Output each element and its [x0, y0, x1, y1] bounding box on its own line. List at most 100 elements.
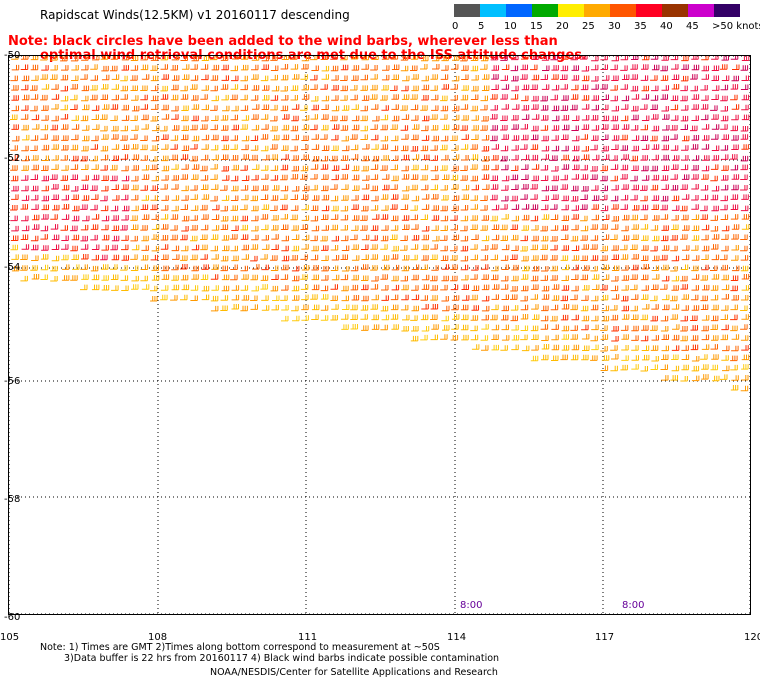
wind-barb	[381, 74, 390, 81]
wind-barb	[82, 215, 90, 222]
wind-barb	[21, 244, 30, 250]
wind-barb	[350, 144, 359, 151]
wind-barb	[301, 64, 309, 70]
wind-barb	[691, 104, 699, 110]
wind-barb	[301, 94, 310, 100]
wind-barb	[650, 315, 658, 322]
wind-barb	[511, 104, 520, 110]
wind-barb	[601, 134, 609, 140]
wind-barb	[550, 255, 558, 261]
wind-barb	[630, 194, 638, 201]
wind-barb	[190, 124, 198, 131]
wind-barb	[541, 154, 549, 160]
wind-barb	[471, 184, 479, 191]
wind-barb	[361, 254, 369, 260]
wind-barb	[500, 314, 509, 321]
wind-barb	[180, 85, 188, 92]
wind-barb	[500, 56, 508, 61]
wind-barb	[662, 125, 670, 131]
wind-barb	[601, 315, 610, 322]
wind-barb	[190, 254, 198, 261]
wind-barb	[30, 174, 38, 180]
wind-barb	[111, 155, 119, 161]
wind-barb	[701, 334, 710, 341]
wind-barb	[601, 355, 610, 361]
wind-barb	[430, 334, 438, 341]
wind-barb	[231, 304, 239, 310]
wind-barb	[240, 265, 248, 272]
wind-barb	[610, 234, 618, 240]
wind-barb	[291, 74, 300, 80]
wind-barb	[61, 275, 70, 281]
wind-barb	[610, 345, 618, 351]
wind-barb	[251, 185, 259, 192]
wind-barb	[451, 124, 460, 131]
wind-barb	[180, 245, 189, 252]
wind-barb	[660, 254, 668, 261]
wind-barb	[581, 95, 590, 101]
wind-barb	[690, 74, 698, 80]
wind-barb	[651, 284, 659, 290]
wind-barb	[661, 85, 669, 91]
wind-barb	[30, 85, 38, 91]
wind-barb	[120, 94, 128, 100]
wind-barb	[181, 74, 190, 80]
wind-barb	[701, 165, 710, 172]
wind-barb	[250, 195, 258, 202]
wind-barb	[721, 56, 729, 61]
wind-barb	[231, 124, 239, 131]
wind-barb	[620, 56, 629, 61]
wind-barb	[381, 255, 390, 261]
wind-barb	[690, 344, 699, 351]
wind-barb	[490, 175, 498, 181]
wind-barb	[80, 244, 89, 250]
wind-barb	[430, 114, 438, 120]
wind-barb	[231, 105, 239, 112]
wind-barb	[351, 244, 359, 250]
wind-barb	[20, 204, 28, 210]
wind-barb	[160, 94, 169, 100]
wind-barb	[111, 235, 120, 242]
wind-barb	[501, 335, 510, 341]
wind-barb	[50, 276, 58, 282]
wind-barb	[500, 345, 508, 351]
wind-barb	[570, 325, 578, 331]
wind-barb	[302, 185, 310, 192]
wind-barb	[101, 285, 110, 291]
wind-barb	[250, 304, 258, 310]
wind-barb	[561, 95, 569, 101]
wind-barb	[241, 144, 249, 151]
legend-label-1: 5	[478, 21, 485, 32]
wind-barb	[720, 314, 728, 320]
wind-barb	[310, 254, 319, 261]
wind-barb	[511, 135, 520, 141]
wind-barb	[451, 105, 460, 112]
wind-barb	[531, 114, 540, 120]
wind-barb	[501, 84, 510, 90]
wind-barb	[661, 264, 669, 271]
wind-barb	[60, 104, 68, 111]
wind-barb	[690, 294, 699, 301]
wind-barb	[441, 174, 450, 180]
wind-barb	[61, 65, 69, 71]
wind-barb	[411, 164, 419, 171]
wind-barb	[441, 296, 449, 302]
wind-barb	[400, 245, 408, 251]
wind-barb	[310, 124, 318, 131]
wind-barb	[270, 95, 279, 101]
wind-barb	[600, 365, 609, 371]
wind-barb	[340, 205, 349, 212]
wind-barb	[310, 294, 318, 300]
wind-barb	[710, 364, 718, 371]
wind-barb	[220, 255, 229, 262]
wind-barb	[320, 285, 329, 292]
wind-barb	[150, 164, 158, 171]
wind-barb	[670, 95, 679, 101]
wind-barb	[311, 274, 319, 281]
wind-barb	[470, 175, 478, 182]
wind-barb	[150, 85, 159, 92]
wind-barb	[641, 325, 649, 331]
wind-barb	[311, 314, 319, 320]
wind-barb	[330, 265, 339, 271]
wind-barb	[461, 284, 469, 290]
